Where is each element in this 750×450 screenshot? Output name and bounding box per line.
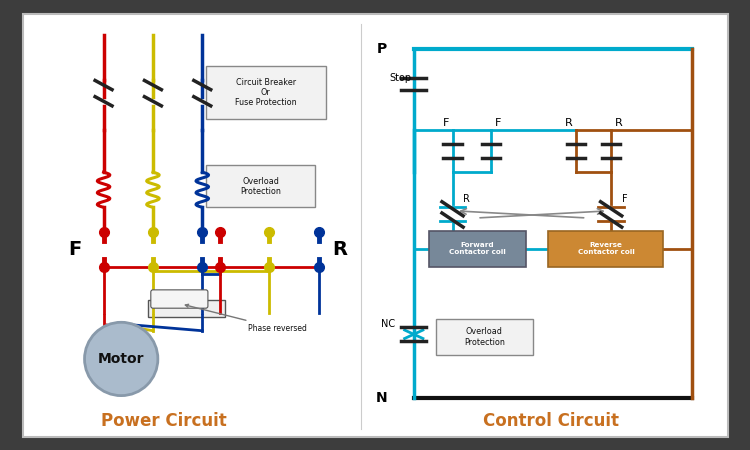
Text: Motor: Motor xyxy=(98,352,145,366)
Text: R: R xyxy=(615,118,622,128)
Text: Forward
Contactor coil: Forward Contactor coil xyxy=(448,243,506,256)
Text: N: N xyxy=(376,391,388,405)
Text: Stop: Stop xyxy=(389,73,411,83)
Text: Circuit Breaker
Or
Fuse Protection: Circuit Breaker Or Fuse Protection xyxy=(235,77,296,108)
Text: F: F xyxy=(622,194,627,204)
Text: Reverse
Contactor coil: Reverse Contactor coil xyxy=(578,243,634,256)
Text: Phase reversed: Phase reversed xyxy=(185,304,307,333)
Text: F: F xyxy=(442,118,449,128)
Text: Overload
Protection: Overload Protection xyxy=(240,176,281,196)
FancyBboxPatch shape xyxy=(548,231,663,266)
FancyBboxPatch shape xyxy=(148,300,225,317)
FancyBboxPatch shape xyxy=(428,231,526,266)
Text: F: F xyxy=(69,240,82,259)
Text: Overload
Protection: Overload Protection xyxy=(464,328,505,347)
Text: F: F xyxy=(495,118,501,128)
Text: R: R xyxy=(332,240,347,259)
FancyBboxPatch shape xyxy=(206,66,326,119)
Circle shape xyxy=(85,322,158,396)
FancyBboxPatch shape xyxy=(151,290,208,308)
Text: NC: NC xyxy=(380,319,394,328)
Text: Power Circuit: Power Circuit xyxy=(100,412,226,430)
Text: Control Circuit: Control Circuit xyxy=(483,412,620,430)
FancyBboxPatch shape xyxy=(436,320,533,355)
Text: P: P xyxy=(377,42,387,56)
FancyBboxPatch shape xyxy=(206,165,315,207)
Text: R: R xyxy=(463,194,470,204)
Text: R: R xyxy=(565,118,572,128)
